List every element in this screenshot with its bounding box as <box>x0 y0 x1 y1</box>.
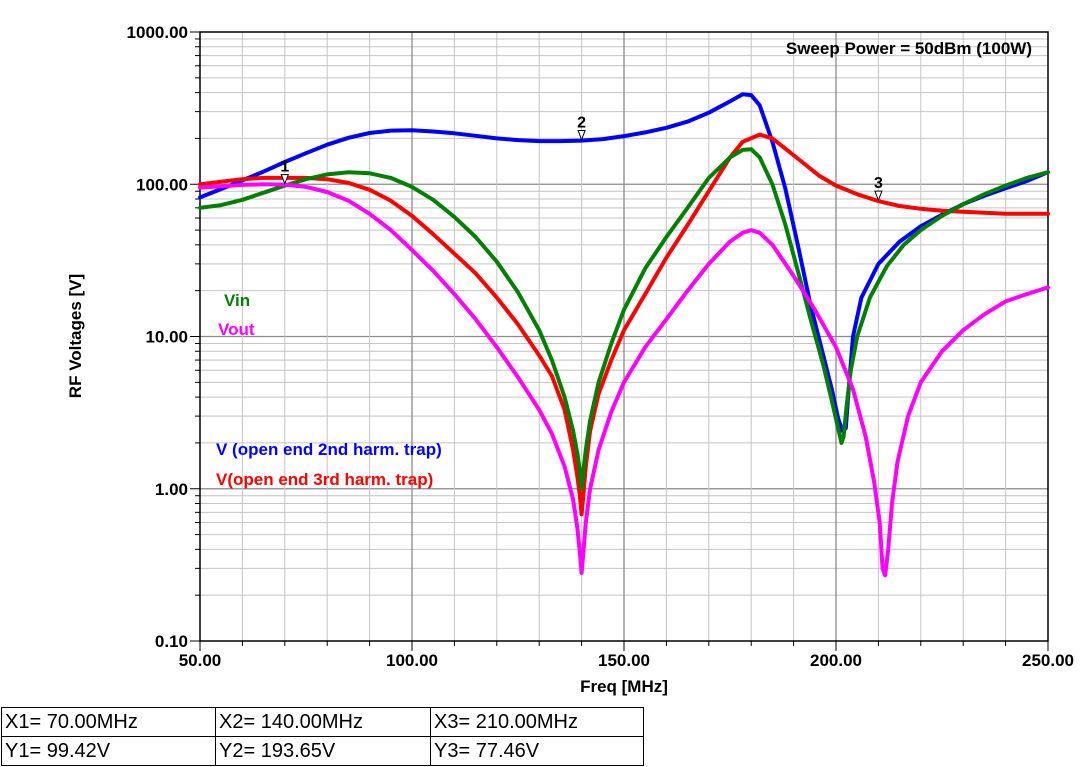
y-tick-labels: 1000.00 100.00 10.00 1.00 0.10 <box>127 23 188 651</box>
marker-triangle-3 <box>874 190 883 202</box>
x-tick-label: 50.00 <box>179 651 222 670</box>
y-tick-label: 1000.00 <box>127 23 188 42</box>
readout-x3: X3= 210.00MHz <box>430 707 644 737</box>
axis-ticks <box>190 31 1049 651</box>
y-tick-label: 1.00 <box>155 480 188 499</box>
marker-triangle-2 <box>577 130 586 141</box>
x-tick-label: 100.00 <box>386 651 438 670</box>
y-tick-label: 0.10 <box>155 632 188 651</box>
x-tick-label: 150.00 <box>598 651 650 670</box>
x-tick-label: 200.00 <box>810 651 862 670</box>
legend: Vin Vout V (open end 2nd harm. trap) V(open… <box>216 291 442 489</box>
marker-label-2: 2 <box>577 115 586 132</box>
legend-entry-3: V (open end 2nd harm. trap) <box>216 440 442 459</box>
legend-entry-4: V(open end 3rd harm. trap) <box>216 470 433 489</box>
series-lines <box>198 92 1050 578</box>
marker-triangle-1 <box>280 174 290 186</box>
readout-x1: X1= 70.00MHz <box>1 707 216 737</box>
x-tick-label: 250.00 <box>1022 651 1074 670</box>
x-axis-title: Freq [MHz] <box>580 677 668 696</box>
legend-entry-2: Vout <box>218 320 255 339</box>
series-line-1 <box>198 92 1050 433</box>
grid <box>200 32 1048 641</box>
x-tick-labels: 50.00 100.00 150.00 200.00 250.00 <box>179 651 1074 670</box>
series-line-3 <box>198 147 1050 491</box>
readout-y3: Y3= 77.46V <box>430 736 644 766</box>
marker-readout-table: X1= 70.00MHz X2= 140.00MHz X3= 210.00MHz… <box>1 707 644 766</box>
readout-row-x: X1= 70.00MHz X2= 140.00MHz X3= 210.00MHz <box>1 707 644 737</box>
y-tick-label: 10.00 <box>145 328 188 347</box>
marker-label-3: 3 <box>874 175 883 192</box>
sweep-power-annotation: Sweep Power = 50dBm (100W) <box>786 39 1032 58</box>
legend-entry-1: Vin <box>224 291 250 310</box>
y-tick-label: 100.00 <box>136 175 188 194</box>
series-line-4 <box>198 182 1050 578</box>
y-axis-title: RF Voltages [V] <box>66 274 85 398</box>
readout-y1: Y1= 99.42V <box>1 736 216 766</box>
marker-label-1: 1 <box>280 159 289 176</box>
markers: 1 2 3 <box>280 115 883 202</box>
readout-x2: X2= 140.00MHz <box>215 707 431 737</box>
readout-y2: Y2= 193.65V <box>215 736 431 766</box>
readout-row-y: Y1= 99.42V Y2= 193.65V Y3= 77.46V <box>1 736 644 766</box>
